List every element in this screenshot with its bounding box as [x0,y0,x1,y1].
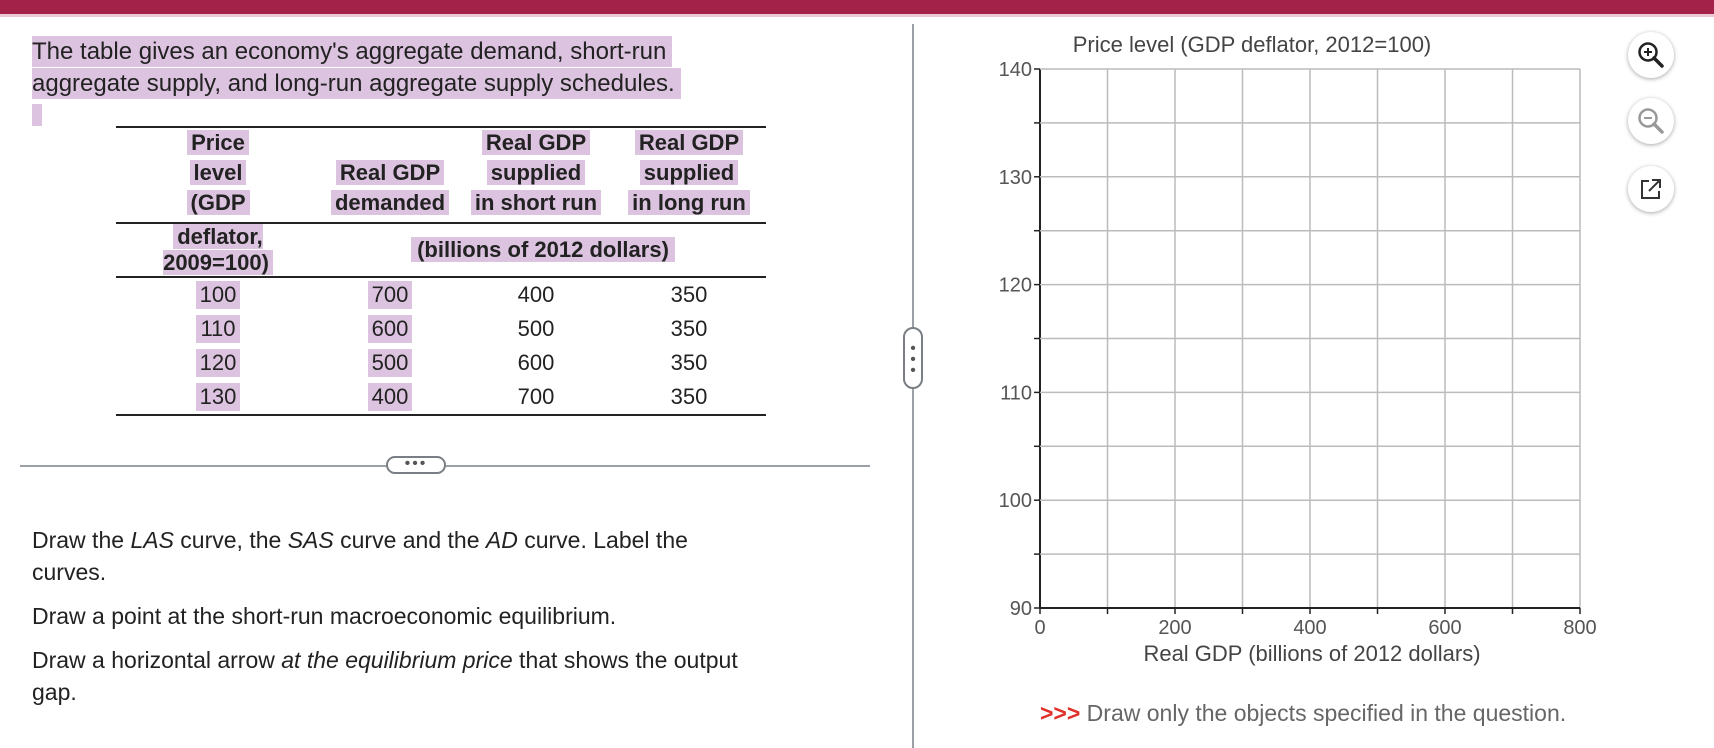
short-run-cell: 400 [517,282,555,307]
short-run-cell: 500 [517,316,555,341]
resize-pane-handle[interactable]: • • • [903,327,923,389]
y-tick-label: 120 [999,275,1032,297]
drawing-note: >>> Draw only the objects specified in t… [1040,700,1566,727]
zoom-in-icon [1638,42,1664,68]
instruction-3: Draw a horizontal arrow at the equilibri… [32,647,738,705]
x-tick-label: 600 [1428,617,1461,639]
price-cell: 110 [196,315,240,343]
short-run-cell: 600 [517,350,555,375]
long-run-cell: 350 [670,384,708,409]
note-text: Draw only the objects specified in the q… [1080,700,1567,726]
x-axis-ticks: 0 200 400 600 800 [1034,608,1597,639]
y-tick-label: 140 [999,59,1032,81]
zoom-out-button[interactable] [1628,98,1674,144]
demanded-cell: 400 [367,383,413,411]
x-tick-label: 800 [1563,617,1596,639]
x-axis-title: Real GDP (billions of 2012 dollars) [1143,641,1480,666]
price-cell: 130 [195,383,241,411]
y-axis-title: Price level (GDP deflator, 2012=100) [1073,32,1432,57]
note-arrows: >>> [1040,700,1081,726]
header-real-gdp-demanded: Real GDP demanded [320,126,460,223]
price-cell: 100 [195,281,241,309]
instruction-2: Draw a point at the short-run macroecono… [32,603,617,629]
y-tick-label: 90 [1010,598,1032,620]
short-run-cell: 700 [517,384,555,409]
x-tick-label: 400 [1293,617,1326,639]
intro-line-2: aggregate supply, and long-run aggregate… [32,68,681,99]
table-header-row: Price level (GDP Real GDP demanded Real … [116,126,766,223]
y-tick-label: 100 [999,490,1032,512]
intro-line-1: The table gives an economy's aggregate d… [32,36,673,67]
expand-splitter-handle[interactable]: ••• [386,456,446,474]
long-run-cell: 350 [670,282,708,307]
graph-area: 140 130 120 110 100 90 0 200 400 600 800 Price le… [990,24,1610,689]
y-tick-label: 110 [1000,382,1032,404]
zoom-in-button[interactable] [1628,32,1674,78]
highlight-mark [32,104,42,126]
top-banner-line [0,14,1714,17]
table-row: 120 500 600 350 [116,346,766,380]
table-row: 130 400 700 350 [116,380,766,416]
schedule-table: Price level (GDP Real GDP demanded Real … [116,126,766,416]
drawing-canvas[interactable]: 140 130 120 110 100 90 0 200 400 600 800 Price le… [990,24,1610,684]
header-price-level: Price level (GDP [116,126,320,223]
demanded-cell: 700 [367,281,413,309]
popout-icon [1641,179,1661,199]
x-tick-label: 0 [1034,617,1045,639]
top-banner [0,0,1714,14]
header-real-gdp-long-run: Real GDP supplied in long run [612,126,766,223]
popout-button[interactable] [1628,166,1674,212]
long-run-cell: 350 [670,350,708,375]
intro-text: The table gives an economy's aggregate d… [32,36,752,100]
demanded-cell: 500 [367,349,413,377]
price-cell: 120 [195,349,241,377]
table-row: 100 700 400 350 [116,277,766,312]
table-row: 110 600 500 350 [116,312,766,346]
instruction-1: Draw the LAS curve, the SAS curve and th… [32,527,688,585]
header-price-level-unit: deflator, 2009=100) [116,222,320,278]
graph-grid [1039,68,1581,609]
demanded-cell: 600 [367,315,413,343]
long-run-cell: 350 [670,316,708,341]
table-units-row: deflator, 2009=100) (billions of 2012 do… [116,222,766,278]
zoom-out-icon [1638,108,1664,134]
y-axis-ticks: 140 130 120 110 100 90 [999,59,1040,620]
y-tick-label: 130 [999,167,1032,189]
units-label: (billions of 2012 dollars) [320,222,766,278]
x-tick-label: 200 [1158,617,1191,639]
header-real-gdp-short-run: Real GDP supplied in short run [460,126,612,223]
